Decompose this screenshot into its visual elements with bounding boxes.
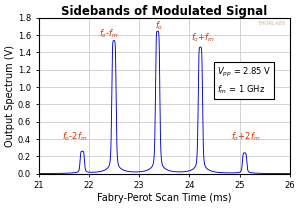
Title: Sidebands of Modulated Signal: Sidebands of Modulated Signal — [61, 5, 267, 18]
Y-axis label: Output Spectrum (V): Output Spectrum (V) — [5, 45, 15, 147]
X-axis label: Fabry-Perot Scan Time (ms): Fabry-Perot Scan Time (ms) — [97, 193, 231, 203]
Text: $f_o$-$f_m$: $f_o$-$f_m$ — [99, 27, 119, 40]
Text: $f_o$+$f_m$: $f_o$+$f_m$ — [191, 31, 215, 44]
Text: THORLABS: THORLABS — [257, 21, 286, 26]
Text: $f_o$+2$f_m$: $f_o$+2$f_m$ — [230, 130, 260, 142]
Text: $V_{pp}$ = 2.85 V
$f_m$ = 1 GHz: $V_{pp}$ = 2.85 V $f_m$ = 1 GHz — [217, 66, 272, 96]
Text: $f_o$-2$f_m$: $f_o$-2$f_m$ — [62, 130, 88, 142]
Text: $f_o$: $f_o$ — [155, 19, 164, 32]
